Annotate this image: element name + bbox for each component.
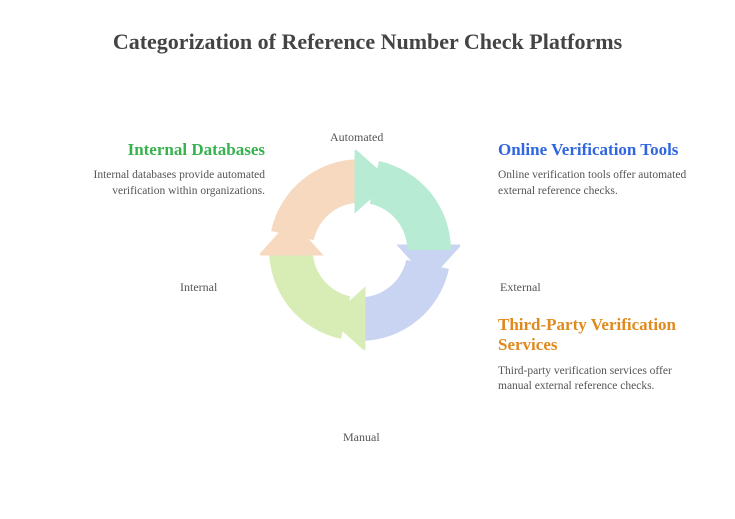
- diagram-stage: Automated Internal External Manual Inter…: [0, 110, 735, 510]
- axis-top: Automated: [330, 130, 383, 145]
- callout-third-party: Third-Party Verification Services Third-…: [498, 315, 708, 395]
- callout-internal-databases: Internal Databases Internal databases pr…: [55, 140, 265, 199]
- wheel-seg-bottom-right: [360, 245, 460, 341]
- axis-left: Internal: [180, 280, 217, 295]
- callout-title: Internal Databases: [55, 140, 265, 160]
- callout-online-tools: Online Verification Tools Online verific…: [498, 140, 708, 199]
- callout-title: Third-Party Verification Services: [498, 315, 708, 356]
- wheel-seg-bottom-left: [269, 250, 365, 350]
- wheel-seg-top-left: [260, 159, 360, 255]
- callout-desc: Third-party verification services offer …: [498, 364, 708, 395]
- wheel-seg-top-right: [355, 150, 451, 250]
- axis-bottom: Manual: [343, 430, 380, 445]
- callout-desc: Online verification tools offer automate…: [498, 168, 708, 199]
- cycle-wheel: [260, 150, 460, 350]
- page-title: Categorization of Reference Number Check…: [0, 0, 735, 56]
- callout-title: Online Verification Tools: [498, 140, 708, 160]
- callout-desc: Internal databases provide automated ver…: [55, 168, 265, 199]
- axis-right: External: [500, 280, 541, 295]
